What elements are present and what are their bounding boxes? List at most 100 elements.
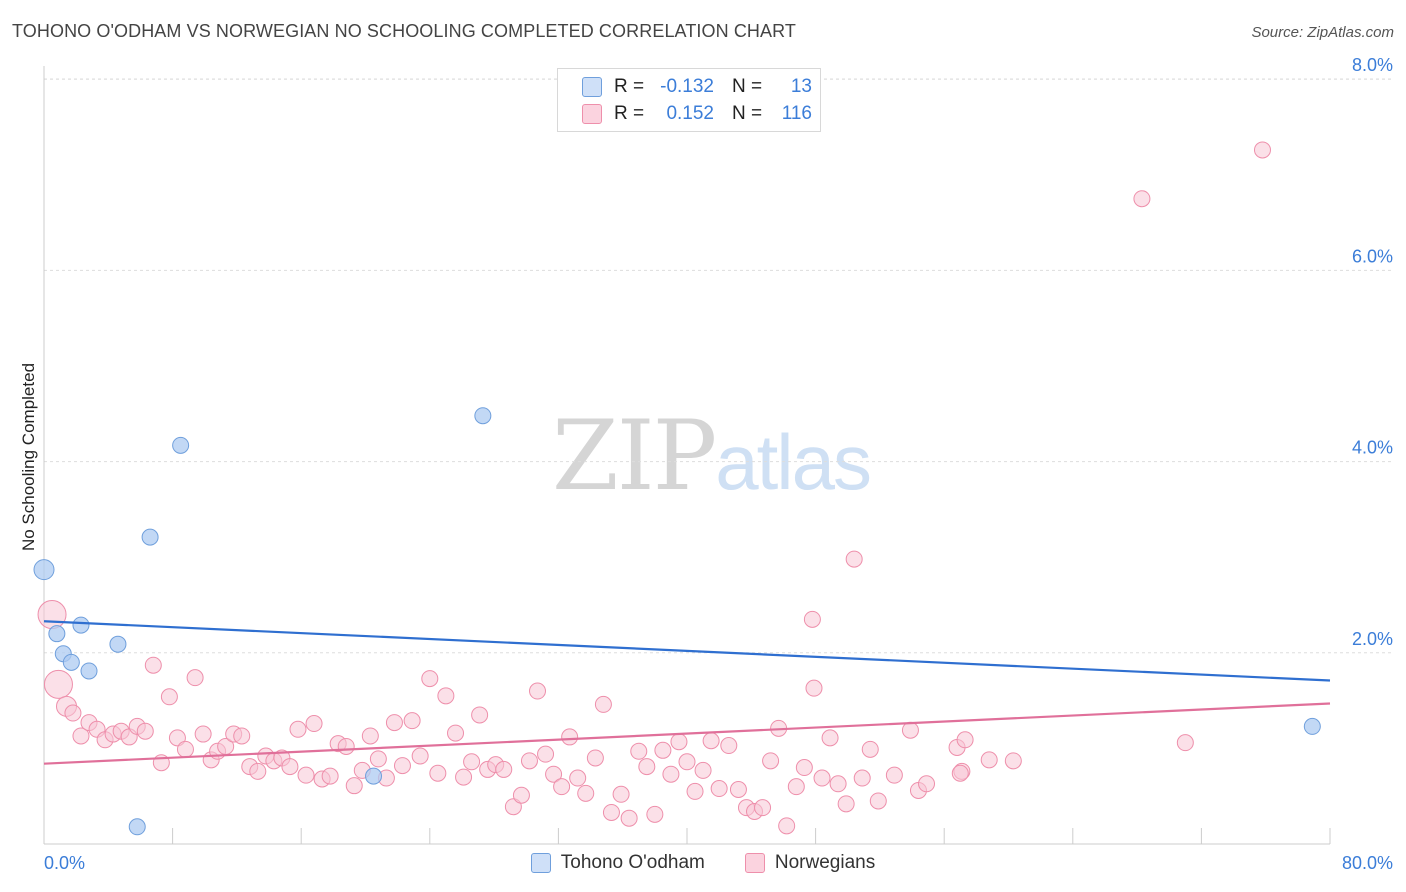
- norwegian-point: [553, 778, 571, 796]
- norwegian-point: [1004, 752, 1022, 770]
- norwegian-point: [233, 727, 251, 745]
- norwegian-point: [345, 777, 363, 795]
- data-points: [33, 141, 1321, 836]
- norwegian-point: [569, 769, 587, 787]
- norwegian-point: [512, 786, 530, 804]
- legend-row-norwegians: R = 0.152 N = 116: [582, 102, 812, 126]
- norwegian-point: [463, 753, 481, 771]
- tohono-point: [128, 818, 146, 836]
- norwegian-point: [670, 733, 688, 751]
- legend-label-norwegians: Norwegians: [774, 852, 876, 873]
- norwegian-point: [594, 695, 612, 713]
- norwegian-point: [429, 764, 447, 782]
- norwegian-trend-line: [43, 702, 1331, 765]
- norwegian-point: [403, 712, 421, 730]
- axes: [43, 66, 1331, 845]
- norwegian-point: [437, 687, 455, 705]
- legend-item-norwegians[interactable]: Norwegians: [744, 852, 876, 874]
- tohono-point: [1303, 717, 1321, 735]
- norwegian-point: [297, 766, 315, 784]
- chart-title: TOHONO O'ODHAM VS NORWEGIAN NO SCHOOLING…: [12, 21, 796, 41]
- norwegian-point: [160, 688, 178, 706]
- norwegian-point: [620, 809, 638, 827]
- tohono-point: [474, 407, 492, 425]
- tohono-point: [80, 662, 98, 680]
- norwegian-point: [321, 767, 339, 785]
- norwegian-point: [421, 670, 439, 688]
- norwegian-point: [702, 732, 720, 750]
- norwegian-point: [361, 727, 379, 745]
- series-legend: Tohono O'odham Norwegians: [0, 852, 1406, 874]
- legend-item-tohono[interactable]: Tohono O'odham: [530, 852, 705, 874]
- norwegian-point: [787, 778, 805, 796]
- norwegian-point: [305, 715, 323, 733]
- norwegian-point: [393, 757, 411, 775]
- norwegian-point: [853, 769, 871, 787]
- norwegian-point: [495, 760, 513, 778]
- tohono-point: [365, 767, 383, 785]
- legend-r-label: R =: [614, 103, 645, 124]
- y-tick-label: 8.0%: [1352, 55, 1393, 75]
- norwegian-point: [1176, 734, 1194, 752]
- norwegian-point: [545, 765, 563, 783]
- norwegian-point: [369, 750, 387, 768]
- norwegian-point: [43, 669, 73, 699]
- y-tick-label: 4.0%: [1352, 438, 1393, 458]
- source-credit: Source: ZipAtlas.com: [1251, 24, 1394, 41]
- norwegian-point: [885, 766, 903, 784]
- legend-n-value: 13: [790, 76, 812, 97]
- norwegian-point: [630, 742, 648, 760]
- norwegian-point: [678, 753, 696, 771]
- norwegian-point: [901, 721, 919, 739]
- norwegian-point: [694, 761, 712, 779]
- norwegian-point: [837, 795, 855, 813]
- norwegian-point: [720, 737, 738, 755]
- legend-r-label: R =: [614, 76, 645, 97]
- norwegian-point: [951, 764, 969, 782]
- norwegian-point: [602, 803, 620, 821]
- norwegian-point: [520, 752, 538, 770]
- norwegian-point: [646, 805, 664, 823]
- norwegian-point: [1133, 190, 1151, 208]
- norwegian-point: [471, 706, 489, 724]
- norwegian-point: [762, 752, 780, 770]
- norwegian-point: [869, 792, 887, 810]
- norwegian-point: [136, 722, 154, 740]
- norwegian-point: [586, 749, 604, 767]
- norwegian-point: [778, 817, 796, 835]
- norwegian-point: [754, 799, 772, 817]
- norwegian-point: [561, 728, 579, 746]
- norwegian-point: [845, 550, 863, 568]
- norwegian-point: [980, 751, 998, 769]
- norwegian-point: [662, 765, 680, 783]
- legend-swatch-norwegians: [582, 104, 602, 124]
- norwegian-point: [249, 762, 267, 780]
- legend-n-label: N =: [732, 103, 763, 124]
- norwegian-point: [803, 610, 821, 628]
- norwegian-point: [654, 741, 672, 759]
- legend-row-tohono: R = -0.132 N = 13: [582, 75, 812, 99]
- norwegian-point: [1253, 141, 1271, 159]
- legend-n-label: N =: [732, 76, 763, 97]
- norwegian-point: [537, 745, 555, 763]
- x-tick-label-max: 80.0%: [1342, 853, 1393, 873]
- tohono-trend-line: [43, 620, 1331, 682]
- norwegian-point: [686, 782, 704, 800]
- stats-legend: R = -0.132 N = 13 R = 0.152 N = 116: [557, 68, 821, 132]
- norwegian-point: [813, 769, 831, 787]
- watermark-zip: ZIP: [552, 400, 717, 512]
- tohono-point: [72, 616, 90, 634]
- legend-r-value: 0.152: [666, 103, 714, 124]
- norwegian-point: [710, 780, 728, 798]
- norwegian-point: [194, 725, 212, 743]
- legend-r-value: -0.132: [660, 76, 714, 97]
- norwegian-point: [729, 781, 747, 799]
- norwegian-point: [64, 704, 82, 722]
- tohono-point: [48, 625, 66, 643]
- norwegian-point: [37, 600, 67, 630]
- norwegian-point: [861, 740, 879, 758]
- norwegian-point: [289, 720, 307, 738]
- norwegian-point: [72, 727, 90, 745]
- y-tick-label: 6.0%: [1352, 246, 1393, 266]
